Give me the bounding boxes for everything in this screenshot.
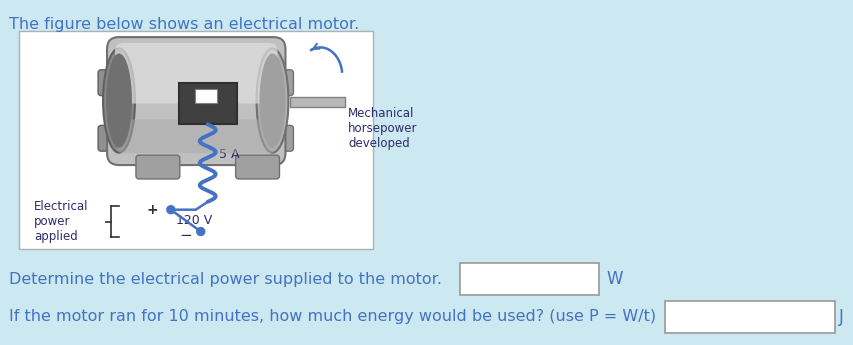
FancyBboxPatch shape xyxy=(460,263,599,295)
FancyBboxPatch shape xyxy=(265,70,293,96)
FancyBboxPatch shape xyxy=(98,125,126,151)
Text: Electrical
power
applied: Electrical power applied xyxy=(34,200,89,243)
FancyBboxPatch shape xyxy=(136,155,180,179)
Ellipse shape xyxy=(259,53,285,148)
Circle shape xyxy=(196,228,205,236)
FancyBboxPatch shape xyxy=(664,301,833,333)
Text: W: W xyxy=(606,270,622,288)
Text: The figure below shows an electrical motor.: The figure below shows an electrical mot… xyxy=(9,17,359,32)
FancyBboxPatch shape xyxy=(115,43,277,104)
FancyBboxPatch shape xyxy=(235,155,279,179)
Ellipse shape xyxy=(256,49,288,152)
Text: Determine the electrical power supplied to the motor.: Determine the electrical power supplied … xyxy=(9,272,442,287)
Ellipse shape xyxy=(103,49,135,152)
Text: 5 A: 5 A xyxy=(218,148,239,161)
Text: Mechanical
horsepower
developed: Mechanical horsepower developed xyxy=(348,107,417,150)
FancyBboxPatch shape xyxy=(194,89,217,102)
FancyBboxPatch shape xyxy=(265,125,293,151)
Text: J: J xyxy=(838,308,843,326)
Ellipse shape xyxy=(106,53,132,148)
Text: +: + xyxy=(146,203,158,217)
Text: If the motor ran for 10 minutes, how much energy would be used? (use P = W/t): If the motor ran for 10 minutes, how muc… xyxy=(9,309,656,324)
Bar xyxy=(290,97,345,107)
Text: −: − xyxy=(179,228,192,243)
FancyBboxPatch shape xyxy=(98,70,126,96)
FancyBboxPatch shape xyxy=(117,119,276,153)
FancyBboxPatch shape xyxy=(178,83,236,125)
Circle shape xyxy=(166,206,175,214)
FancyBboxPatch shape xyxy=(107,37,285,165)
Text: 120 V: 120 V xyxy=(176,214,212,227)
FancyBboxPatch shape xyxy=(20,31,373,249)
